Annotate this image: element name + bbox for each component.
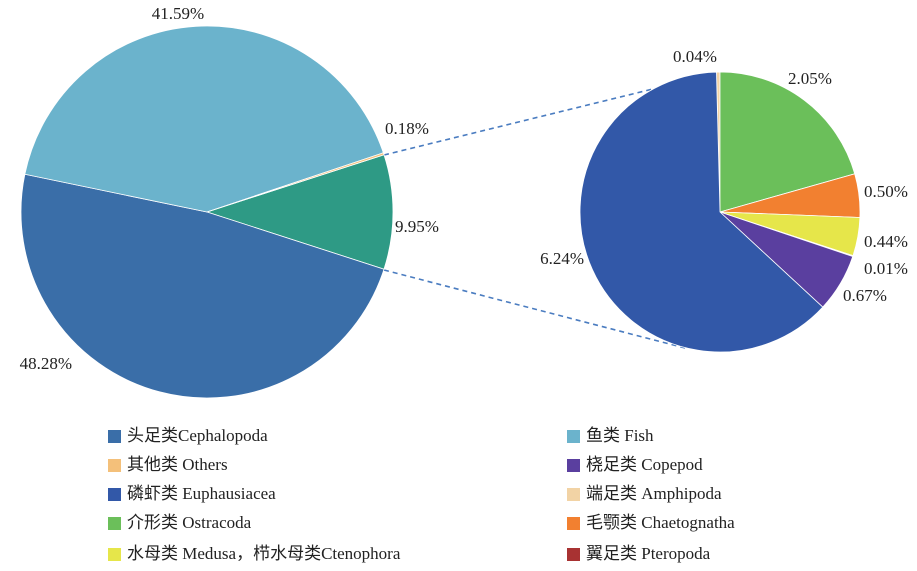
legend-swatch [567, 459, 580, 472]
pie-slice [719, 71, 856, 213]
connector-line [383, 269, 686, 349]
legend-swatch [108, 548, 121, 561]
data-label: 0.18% [385, 119, 429, 138]
legend-label: 翼足类 Pteropoda [586, 544, 711, 563]
pie-slice [24, 25, 384, 213]
pie-slice [206, 152, 385, 213]
legend-swatch [108, 459, 121, 472]
legend-label: 水母类 Medusa，栉水母类Ctenophora [127, 544, 401, 563]
legend-swatch [567, 517, 580, 530]
legend-label: 头足类Cephalopoda [127, 426, 268, 445]
legend-label: 毛颚类 Chaetognatha [586, 513, 735, 532]
legend-label: 端足类 Amphipoda [586, 484, 722, 503]
legend-label: 鱼类 Fish [586, 426, 654, 445]
data-label: 2.05% [788, 69, 832, 88]
data-label: 41.59% [152, 4, 204, 23]
legend-swatch [567, 488, 580, 501]
legend-label: 桡足类 Copepod [586, 455, 703, 474]
data-label: 0.50% [864, 182, 908, 201]
legend-swatch [567, 430, 580, 443]
data-label: 0.04% [673, 47, 717, 66]
pie-slice [579, 71, 824, 353]
pie-slice [20, 173, 385, 399]
data-label: 0.67% [843, 286, 887, 305]
legend-swatch [108, 430, 121, 443]
pie-slice [205, 154, 394, 270]
connector-line [383, 72, 719, 156]
legend-label: 介形类 Ostracoda [127, 513, 252, 532]
data-label: 0.44% [864, 232, 908, 251]
data-label: 6.24% [540, 249, 584, 268]
legend-swatch [567, 548, 580, 561]
legend-label: 磷虾类 Euphausiacea [127, 484, 276, 503]
legend-swatch [108, 488, 121, 501]
data-label: 0.01% [864, 259, 908, 278]
data-label: 48.28% [20, 354, 72, 373]
data-label: 9.95% [395, 217, 439, 236]
legend-label: 其他类 Others [127, 455, 228, 474]
legend-swatch [108, 517, 121, 530]
